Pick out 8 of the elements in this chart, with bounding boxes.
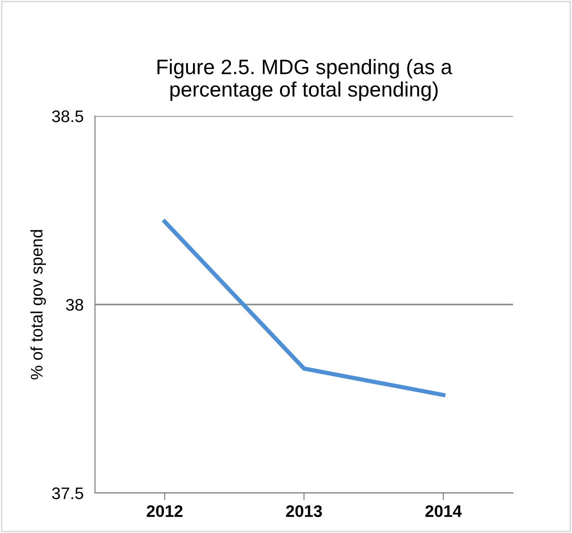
x-tick-label: 2014: [425, 505, 462, 518]
x-tick-label: 2012: [146, 505, 183, 518]
chart-title: Figure 2.5. MDG spending (as a percentage of total spending): [158, 59, 452, 101]
y-tick-label: 38: [66, 298, 84, 311]
y-tick-label: 37.5: [52, 487, 84, 500]
y-axis-title: % of total gov spend: [30, 230, 46, 380]
y-tick-label: 38.5: [52, 110, 84, 122]
x-tick-label: 2013: [286, 505, 322, 518]
